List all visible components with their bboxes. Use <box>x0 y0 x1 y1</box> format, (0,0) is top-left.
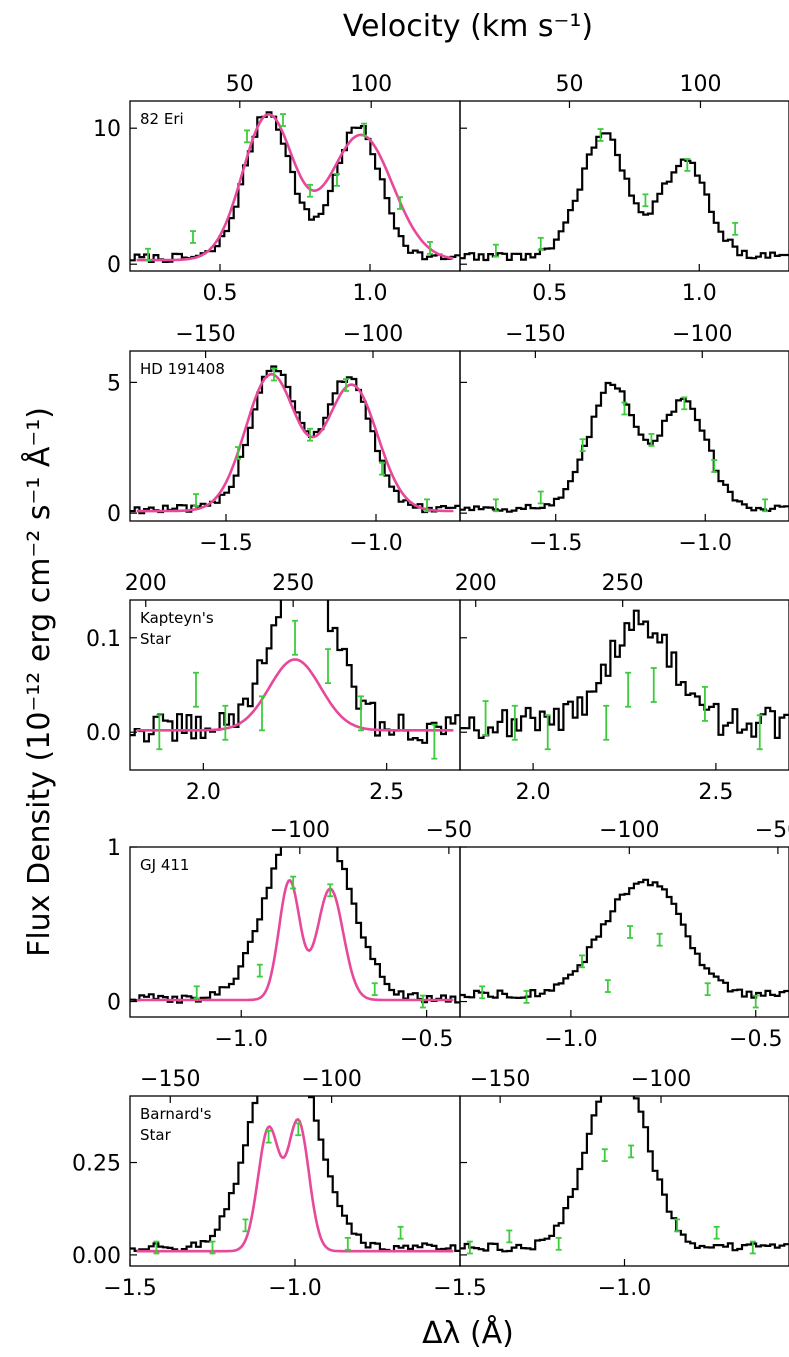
panel-left-3: 2.0 2.5 200 250 <box>125 571 461 805</box>
bottom-tick-label: 1.0 <box>682 281 717 306</box>
fit-curve <box>136 658 454 732</box>
bottom-tick-label: −1.0 <box>544 1027 597 1052</box>
top-tick-label: −50 <box>755 818 789 843</box>
top-tick-label: 200 <box>125 571 167 596</box>
top-tick-label: 50 <box>555 72 583 97</box>
y-tick-label: 5 <box>107 371 121 396</box>
y-tick-label: 0.00 <box>72 1244 121 1269</box>
observed-spectrum <box>460 132 789 262</box>
panel-left-4: −1.0 −0.5 −100 −50 <box>129 818 472 1052</box>
panel-right-2: −1.5 −1.0 −150 −100 <box>459 322 789 556</box>
y-tick-label: 0.0 <box>86 721 121 746</box>
top-tick-label: 50 <box>226 72 254 97</box>
bottom-tick-label: −1.5 <box>433 1276 486 1301</box>
y-axis-title: Flux Density (10⁻¹² erg cm⁻² s⁻¹ Å⁻¹) <box>21 407 57 957</box>
panel-right-1: 0.5 1.0 50 100 <box>459 72 789 306</box>
top-tick-label: 100 <box>679 72 721 97</box>
bottom-tick-label: −1.0 <box>679 531 732 556</box>
fit-curve <box>136 372 454 513</box>
observed-spectrum <box>130 365 460 515</box>
bottom-tick-label: −1.5 <box>103 1276 156 1301</box>
panel-frame <box>459 350 789 522</box>
panel-row-3: 2.0 2.5 200 250 2.0 2.5 200 250 0.0 0.1 Kapteyn's S… <box>86 571 789 805</box>
bottom-tick-label: −0.5 <box>400 1027 453 1052</box>
observed-spectrum <box>460 1096 789 1253</box>
x-axis-title: Δλ (Å) <box>422 1315 514 1351</box>
bottom-tick-label: −1.0 <box>349 531 402 556</box>
panel-row-5: −1.5 −1.0 −150 −100 −1.5 −1.0 −150 −100 0.00 0.25… <box>72 1067 789 1301</box>
panel-right-3: 2.0 2.5 200 250 <box>455 571 789 805</box>
top-axis-title: Velocity (km s⁻¹) <box>343 9 593 44</box>
top-tick-label: −100 <box>599 818 659 843</box>
bottom-tick-label: −1.0 <box>268 1276 321 1301</box>
top-tick-label: −150 <box>470 1067 530 1092</box>
panel-frame <box>459 599 789 771</box>
bottom-tick-label: −1.5 <box>199 531 252 556</box>
star-label: 82 Eri <box>140 110 184 128</box>
bottom-tick-label: −1.0 <box>598 1276 651 1301</box>
y-tick-label: 1 <box>107 836 121 861</box>
panel-left-1: 0.5 1.0 50 100 <box>129 72 461 306</box>
panel-left-2: −1.5 −1.0 −150 −100 <box>129 322 461 556</box>
bottom-tick-label: −1.5 <box>529 531 582 556</box>
top-tick-label: −150 <box>175 322 235 347</box>
bottom-tick-label: 2.0 <box>516 780 551 805</box>
panel-left-5: −1.5 −1.0 −150 −100 <box>103 1067 461 1301</box>
star-label: Star <box>140 630 172 648</box>
top-tick-label: −100 <box>672 322 732 347</box>
fit-curve <box>136 878 454 1002</box>
panel-right-4: −1.0 −0.5 −100 −50 <box>459 818 789 1052</box>
y-tick-label: 0.1 <box>86 627 121 652</box>
top-tick-label: −50 <box>426 818 472 843</box>
bottom-tick-label: 0.5 <box>532 281 567 306</box>
y-tick-label: 10 <box>93 117 121 142</box>
top-tick-label: −100 <box>270 818 330 843</box>
bottom-tick-label: 2.0 <box>186 780 221 805</box>
panel-row-2: −1.5 −1.0 −150 −100 −1.5 −1.0 −150 −100 0 5 HD 191… <box>107 322 789 556</box>
star-label: Barnard's <box>140 1105 212 1123</box>
top-tick-label: −100 <box>631 1067 691 1092</box>
y-tick-label: 0 <box>107 253 121 278</box>
top-tick-label: 250 <box>602 571 644 596</box>
bottom-tick-label: 1.0 <box>353 281 388 306</box>
panel-right-5: −1.5 −1.0 −150 −100 <box>433 1067 789 1301</box>
observed-spectrum <box>460 609 789 739</box>
bottom-tick-label: 0.5 <box>203 281 238 306</box>
panel-row-4: −1.0 −0.5 −100 −50 −1.0 −0.5 −100 −50 0 1 GJ 411 <box>107 818 789 1052</box>
observed-spectrum <box>460 878 789 999</box>
star-label: GJ 411 <box>140 856 189 874</box>
top-tick-label: 200 <box>455 571 497 596</box>
top-tick-label: 100 <box>350 72 392 97</box>
bottom-tick-label: −1.0 <box>215 1027 268 1052</box>
star-label: Star <box>140 1126 172 1144</box>
y-tick-label: 0 <box>107 991 121 1016</box>
observed-spectrum <box>130 847 460 1004</box>
top-tick-label: 250 <box>272 571 314 596</box>
observed-spectrum <box>130 111 460 263</box>
top-tick-label: −150 <box>505 322 565 347</box>
y-tick-label: 0 <box>107 502 121 527</box>
bottom-tick-label: 2.5 <box>369 780 404 805</box>
panel-frame <box>459 846 789 1018</box>
fit-curve <box>136 1118 454 1253</box>
top-tick-label: −150 <box>140 1067 200 1092</box>
panel-row-1: 0.5 1.0 50 100 0.5 1.0 50 100 0 10 82 Eri <box>93 72 789 306</box>
bottom-tick-label: −0.5 <box>729 1027 782 1052</box>
bottom-tick-label: 2.5 <box>698 780 733 805</box>
top-tick-label: −100 <box>343 322 403 347</box>
y-tick-label: 0.25 <box>72 1152 121 1177</box>
top-tick-label: −100 <box>301 1067 361 1092</box>
star-label: HD 191408 <box>140 360 225 378</box>
panel-frame <box>459 100 789 272</box>
observed-spectrum <box>130 1096 460 1253</box>
star-label: Kapteyn's <box>140 609 214 627</box>
observed-spectrum <box>460 381 789 513</box>
